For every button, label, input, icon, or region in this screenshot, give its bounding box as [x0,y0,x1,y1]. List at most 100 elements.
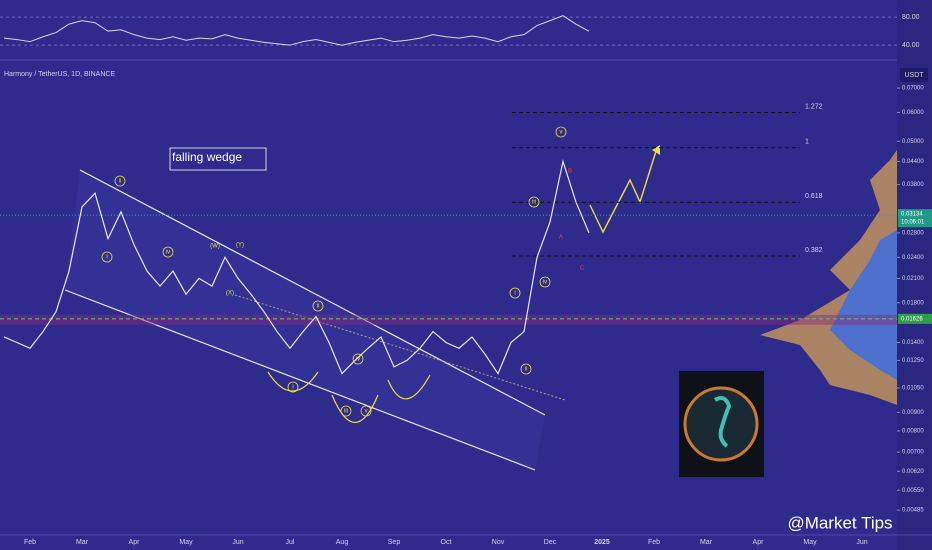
wedge-lower [64,289,536,471]
annotation-text: falling wedge [172,150,242,164]
x-tick-label: Apr [753,539,765,546]
x-tick-label: Nov [492,539,505,546]
price-tag-label: 0.03134 [901,212,923,218]
wedge-upper [79,169,546,416]
y-tick-label: 0.00485 [902,508,924,514]
wave-marker [101,251,113,263]
x-tick-label: Apr [129,539,141,546]
x-tick-label: Mar [700,539,713,546]
wave-label: B [568,169,572,175]
wave-label: ii [317,304,320,310]
wave-label: (X) [226,291,234,297]
annotation-box [169,147,267,171]
wave-marker [360,405,372,417]
y-tick-label: 0.04400 [902,159,924,165]
y-tick-label: 0.00620 [902,469,924,475]
y-tick-label: 0.01250 [902,358,924,364]
y-tick-label: 0.06000 [902,110,924,116]
wave-label: i [292,385,293,391]
fib-label: 0.618 [805,193,823,200]
wave-marker [520,363,532,375]
wave-marker [287,381,299,393]
watermark: @Market Tips [787,513,892,532]
y-tick-label: 0.02800 [902,230,924,236]
price-axis-panel [897,0,932,550]
y-tick-label: 0.01800 [902,300,924,306]
x-tick-label: May [179,539,193,546]
volume-profile [830,230,897,380]
wave-label: i [514,291,515,297]
wave-label: v [365,409,368,415]
wave-label: v [560,130,563,136]
wave-label: i [106,255,107,261]
wave-marker [555,126,567,138]
wedge-fill [65,170,545,470]
wave-label: ii [119,179,122,185]
x-tick-label: Feb [648,539,660,546]
unit-box [900,68,928,82]
y-tick-label: 0.07000 [902,86,924,92]
y-tick-label: 40.00 [902,42,920,49]
curve [331,394,379,424]
x-tick-label: Aug [336,539,349,546]
curve [267,371,319,392]
y-tick-label: 0.00900 [902,410,924,416]
wave-marker [539,276,551,288]
wave-marker [509,287,521,299]
wave-label: iv [543,280,547,286]
fib-label: 1 [805,139,809,146]
x-tick-label: May [803,539,817,546]
fib-label: 0.382 [805,247,823,254]
y-tick-label: 80.00 [902,14,920,21]
y-tick-label: 0.02100 [902,276,924,282]
countdown-label: 10:06:01 [901,220,925,226]
support-zone [0,314,897,325]
y-tick-label: 0.01050 [902,386,924,392]
wave-label: ii [525,367,528,373]
x-tick-label: Jun [232,539,243,546]
y-tick-label: 0.05000 [902,139,924,145]
price-line [3,159,590,375]
x-tick-label: Oct [441,539,452,546]
wave-marker [352,353,364,365]
x-tick-label: Dec [544,539,557,546]
wave-marker [162,246,174,258]
price-tag [898,313,932,324]
wave-marker [114,175,126,187]
y-tick-label: 0.00700 [902,450,924,456]
fib-label: 1.272 [805,103,823,110]
y-tick-label: 0.00550 [902,488,924,494]
y-tick-label: 0.03800 [902,182,924,188]
y-tick-label: 0.01400 [902,340,924,346]
wave-label: A [559,235,563,241]
price-line [3,15,590,46]
symbol-title: Harmony / TetherUS, 1D, BINANCE [4,71,115,78]
wave-marker [340,405,352,417]
y-tick-label: 0.02400 [902,255,924,261]
wave-label: iv [356,357,360,363]
curve [387,374,431,400]
logo-snake [713,396,732,448]
wave-marker [312,300,324,312]
projection-arrowhead [652,145,660,155]
x-tick-label: Jul [286,539,295,546]
wave-label: iii [532,200,536,206]
wave-label: (Y) [236,243,244,249]
price-tag-label: 0.01626 [901,316,923,322]
y-tick-label: 0.00800 [902,429,924,435]
wave-marker [528,196,540,208]
x-tick-label: Jun [856,539,867,546]
wave-label: iv [166,250,170,256]
x-tick-label: Mar [76,539,89,546]
wave-label: iii [344,409,348,415]
trend-dotted [234,294,566,401]
x-tick-label: Sep [388,539,401,546]
wave-label: C [580,266,585,272]
x-tick-label: Feb [24,539,36,546]
unit-label: USDT [904,72,924,79]
x-tick-label: 2025 [594,539,610,546]
wave-label: (W) [210,244,220,250]
projection-path [589,147,658,234]
price-tag [898,209,932,228]
